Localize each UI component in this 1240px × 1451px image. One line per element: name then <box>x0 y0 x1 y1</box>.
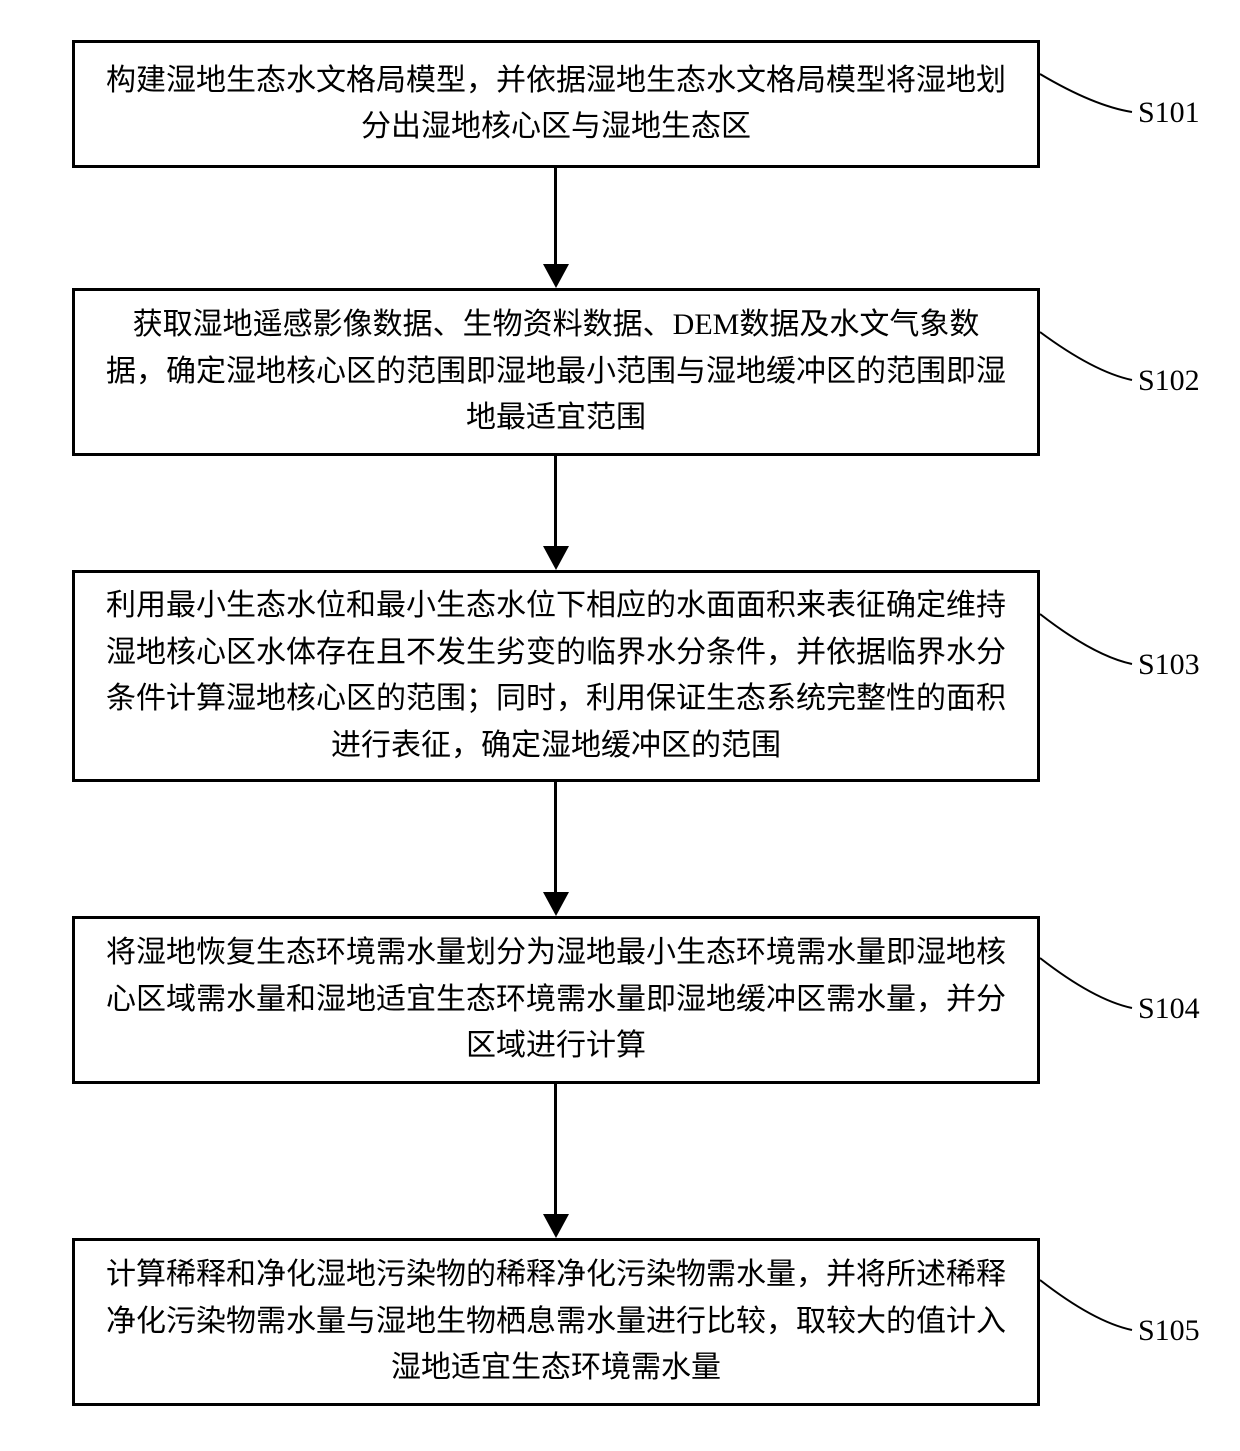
arrow-head-1 <box>543 264 569 288</box>
step-label-s102: S102 <box>1138 364 1200 398</box>
arrow-head-3 <box>543 892 569 916</box>
step-box-s101: 构建湿地生态水文格局模型，并依据湿地生态水文格局模型将湿地划分出湿地核心区与湿地… <box>72 40 1040 168</box>
step-box-s104: 将湿地恢复生态环境需水量划分为湿地最小生态环境需水量即湿地核心区域需水量和湿地适… <box>72 916 1040 1084</box>
step-label-s104: S104 <box>1138 992 1200 1026</box>
arrow-head-2 <box>543 546 569 570</box>
step-text: 将湿地恢复生态环境需水量划分为湿地最小生态环境需水量即湿地核心区域需水量和湿地适… <box>103 930 1009 1070</box>
step-text: 获取湿地遥感影像数据、生物资料数据、DEM数据及水文气象数据，确定湿地核心区的范… <box>103 302 1009 442</box>
step-text: 构建湿地生态水文格局模型，并依据湿地生态水文格局模型将湿地划分出湿地核心区与湿地… <box>103 58 1009 151</box>
step-text: 利用最小生态水位和最小生态水位下相应的水面面积来表征确定维持湿地核心区水体存在且… <box>103 583 1009 769</box>
step-label-s103: S103 <box>1138 648 1200 682</box>
step-label-s105: S105 <box>1138 1314 1200 1348</box>
arrow-line-1 <box>554 168 557 264</box>
arrow-head-4 <box>543 1214 569 1238</box>
step-label-s101: S101 <box>1138 96 1200 130</box>
arrow-line-3 <box>554 782 557 892</box>
step-box-s105: 计算稀释和净化湿地污染物的稀释净化污染物需水量，并将所述稀释净化污染物需水量与湿… <box>72 1238 1040 1406</box>
step-box-s103: 利用最小生态水位和最小生态水位下相应的水面面积来表征确定维持湿地核心区水体存在且… <box>72 570 1040 782</box>
step-text: 计算稀释和净化湿地污染物的稀释净化污染物需水量，并将所述稀释净化污染物需水量与湿… <box>103 1252 1009 1392</box>
flowchart-container: 构建湿地生态水文格局模型，并依据湿地生态水文格局模型将湿地划分出湿地核心区与湿地… <box>0 0 1240 1451</box>
step-box-s102: 获取湿地遥感影像数据、生物资料数据、DEM数据及水文气象数据，确定湿地核心区的范… <box>72 288 1040 456</box>
arrow-line-4 <box>554 1084 557 1214</box>
arrow-line-2 <box>554 456 557 546</box>
